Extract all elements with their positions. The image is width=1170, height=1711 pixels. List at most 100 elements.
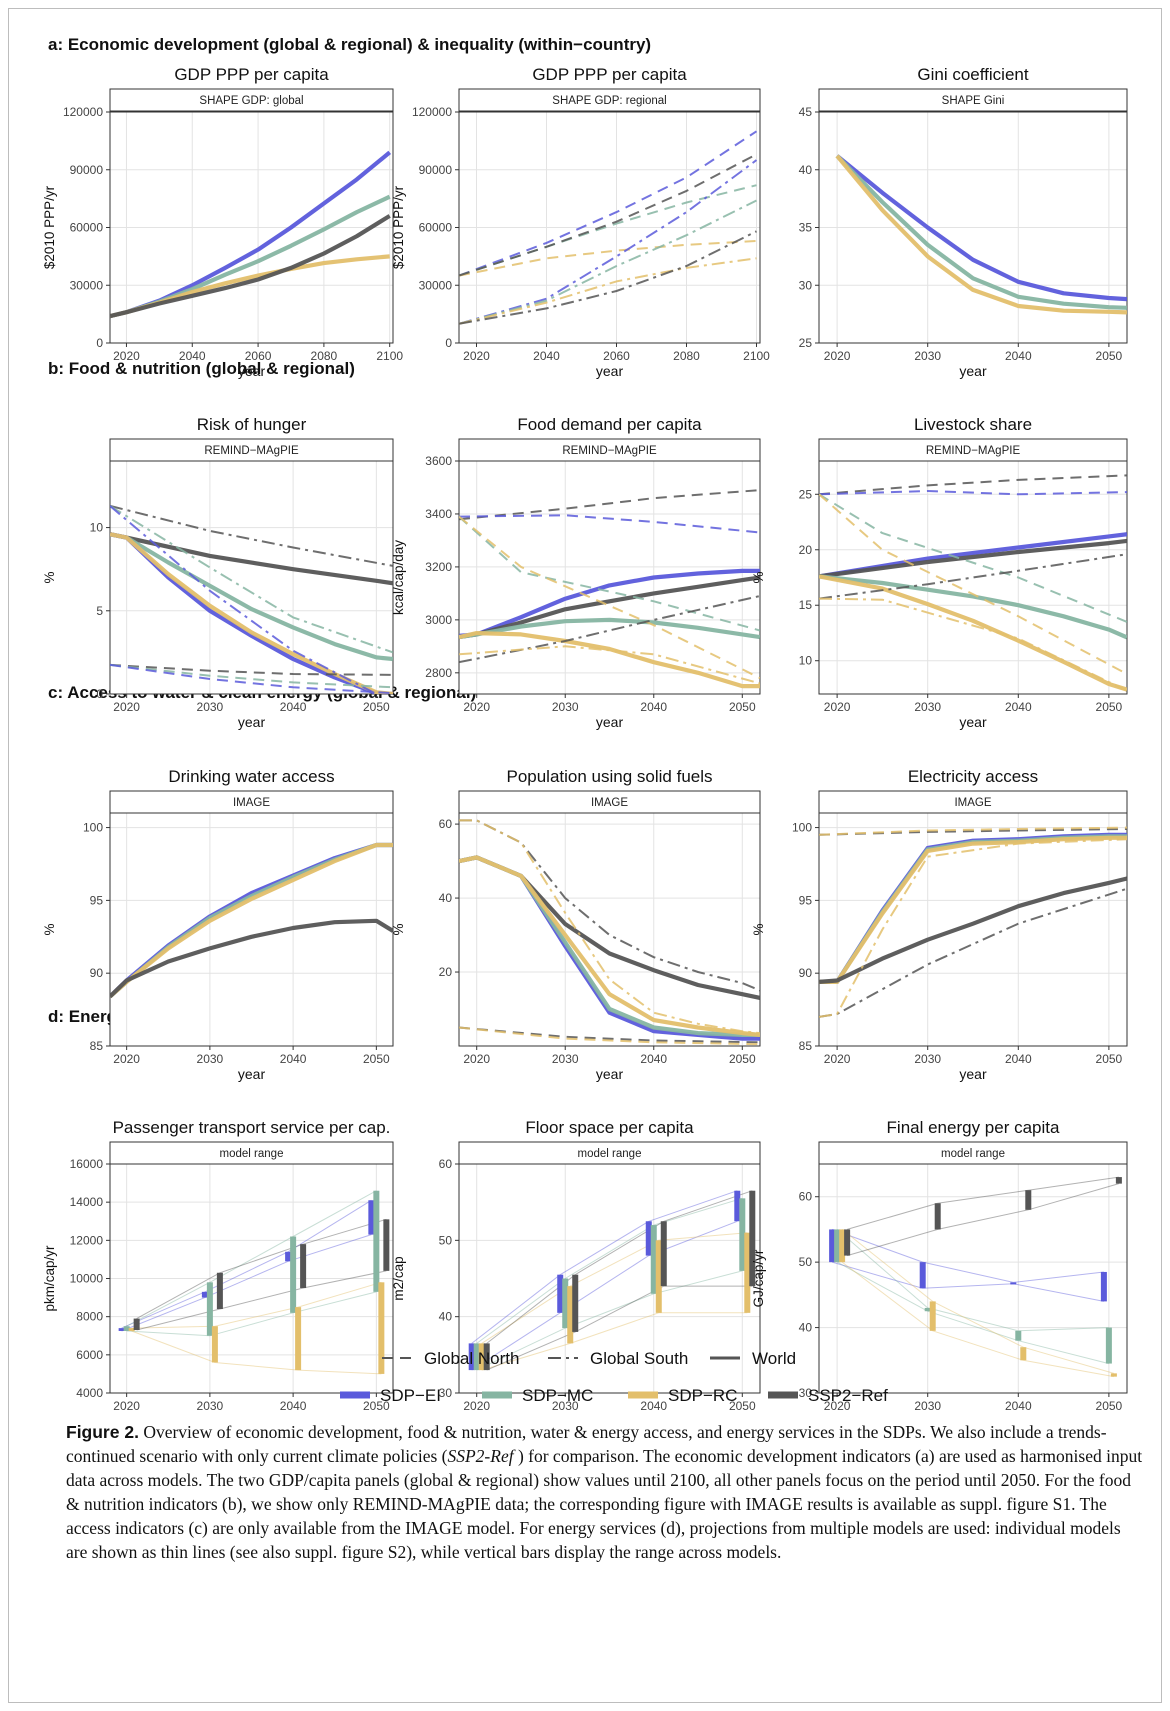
y-tick-label: 50 xyxy=(799,1255,813,1269)
legend-scenario-ssp2-ref: SSP2−Ref xyxy=(768,1386,888,1405)
x-tick-label: 2050 xyxy=(363,700,390,714)
section-title: a: Economic development (global & region… xyxy=(48,35,651,54)
model-line-ssp2-ref xyxy=(846,1176,1119,1230)
model-line-ssp2-ref xyxy=(136,1270,387,1331)
x-axis-label: year xyxy=(596,1066,624,1082)
legend-label: SSP2−Ref xyxy=(808,1386,888,1405)
x-tick-label: 2040 xyxy=(280,1399,307,1410)
range-bar-ssp2-ref xyxy=(660,1221,667,1287)
y-tick-label: 30 xyxy=(799,1386,813,1400)
chart-title: Livestock share xyxy=(914,415,1032,434)
model-line-sdp-mc xyxy=(126,1190,377,1327)
x-tick-label: 2100 xyxy=(376,349,403,363)
x-tick-label: 2020 xyxy=(113,349,140,363)
facet-strip xyxy=(818,88,1128,112)
y-axis-label: kcal/cap/day xyxy=(391,540,406,615)
range-bar-sdp-mc xyxy=(1105,1327,1112,1364)
y-tick-label: 95 xyxy=(799,893,813,907)
series-line-sdp-rc-world xyxy=(459,855,760,1037)
legend-label: SDP−MC xyxy=(522,1386,593,1405)
model-line-sdp-rc xyxy=(481,1312,748,1371)
x-tick-label: 2050 xyxy=(729,700,756,714)
x-tick-label: 2030 xyxy=(197,700,224,714)
plot-marks xyxy=(110,150,392,319)
y-tick-label: 25 xyxy=(799,336,813,350)
x-tick-label: 2030 xyxy=(197,1052,224,1066)
series-line-sdp-mc-world xyxy=(835,154,1127,310)
range-bar-sdp-ei xyxy=(468,1343,475,1371)
chart-panel: Drinking water access IMAGE 85 90 95 100 2020 2… xyxy=(42,767,394,1082)
y-tick-label: 90 xyxy=(90,966,104,980)
y-tick-label: 30000 xyxy=(70,278,104,292)
model-line-sdp-ei xyxy=(121,1199,372,1329)
series-line-sdp-rc-world xyxy=(819,835,1127,985)
plot-panel-border xyxy=(109,1163,394,1394)
x-tick-label: 2040 xyxy=(1005,700,1032,714)
model-line-sdp-ei xyxy=(121,1234,372,1332)
chart-panel: Final energy per capita model range 30 40 50… xyxy=(751,1118,1128,1410)
y-axis-label: % xyxy=(751,571,766,583)
range-bar-ssp2-ref xyxy=(383,1219,390,1271)
y-tick-label: 16000 xyxy=(70,1157,104,1171)
model-line-sdp-mc xyxy=(836,1261,1110,1365)
y-tick-label: 40 xyxy=(439,891,453,905)
range-bar-sdp-mc xyxy=(1015,1330,1022,1341)
plot-panel-border xyxy=(818,812,1128,1047)
legend-linetype-world: World xyxy=(710,1349,796,1368)
range-bar-ssp2-ref xyxy=(572,1274,579,1332)
caption-text-1: Overview of economic development, food &… xyxy=(66,1422,1107,1466)
y-tick-label: 0 xyxy=(96,336,103,350)
y-tick-label: 20 xyxy=(439,965,453,979)
series-line-ssp2-ref-world xyxy=(819,876,1127,984)
range-bar-ssp2-ref xyxy=(1025,1190,1032,1210)
y-axis-label: % xyxy=(391,923,406,935)
plot-panel-border xyxy=(109,111,394,344)
x-tick-label: 2020 xyxy=(824,1399,851,1410)
model-line-sdp-rc xyxy=(841,1261,1114,1378)
x-tick-label: 2080 xyxy=(311,349,338,363)
range-bar-sdp-rc xyxy=(211,1326,218,1363)
y-tick-label: 40 xyxy=(439,1310,453,1324)
model-line-ssp2-ref xyxy=(486,1285,753,1371)
range-bar-sdp-rc xyxy=(839,1229,846,1263)
chart-title: Gini coefficient xyxy=(917,65,1028,84)
series-line-sdp-rc-global-south xyxy=(819,597,1127,692)
x-tick-label: 2020 xyxy=(113,1399,140,1410)
model-line-sdp-rc xyxy=(841,1229,1115,1374)
y-axis-label: pkm/cap/yr xyxy=(42,1245,57,1312)
series-line-sdp-ei-world xyxy=(835,154,1127,302)
series-line-sdp-rc-global-north xyxy=(459,1026,760,1046)
legend-label: World xyxy=(752,1349,796,1368)
x-tick-label: 2030 xyxy=(552,1052,579,1066)
y-tick-label: 3400 xyxy=(425,507,452,521)
series-line-ssp2-ref-global-north xyxy=(459,153,757,277)
model-line-sdp-mc xyxy=(836,1229,1109,1332)
legend-scenario-sdp-ei: SDP−EI xyxy=(340,1386,441,1405)
series-line-sdp-mc-world xyxy=(819,574,1127,640)
range-bar-ssp2-ref xyxy=(133,1318,140,1331)
x-tick-label: 2040 xyxy=(640,1052,667,1066)
plot-marks xyxy=(118,1190,390,1375)
range-bar-sdp-rc xyxy=(478,1343,485,1371)
y-tick-label: 120000 xyxy=(63,105,103,119)
range-bar-sdp-ei xyxy=(201,1291,208,1298)
series-line-sdp-rc-world xyxy=(835,154,1127,315)
plot-marks xyxy=(468,1190,756,1371)
chart-title: Electricity access xyxy=(908,767,1038,786)
facet-strip-label: REMIND−MAgPIE xyxy=(926,445,1021,457)
y-tick-label: 35 xyxy=(799,221,813,235)
y-tick-label: 60 xyxy=(439,817,453,831)
y-tick-label: 50 xyxy=(439,1233,453,1247)
x-tick-label: 2050 xyxy=(363,1399,390,1410)
chart-title: Final energy per capita xyxy=(887,1118,1060,1137)
x-tick-label: 2040 xyxy=(640,1399,667,1410)
chart-panel: Livestock share REMIND−MAgPIE 10 15 20 25 2020… xyxy=(751,415,1128,730)
y-tick-label: 100 xyxy=(83,821,103,835)
chart-title: Drinking water access xyxy=(168,767,334,786)
x-axis-label: year xyxy=(596,714,624,730)
series-line-ssp2-ref-world xyxy=(819,538,1127,579)
y-axis-label: % xyxy=(751,923,766,935)
series-line-sdp-rc-global-north xyxy=(819,826,1127,836)
range-bar-sdp-ei xyxy=(1010,1282,1017,1285)
y-tick-label: 3600 xyxy=(425,454,452,468)
